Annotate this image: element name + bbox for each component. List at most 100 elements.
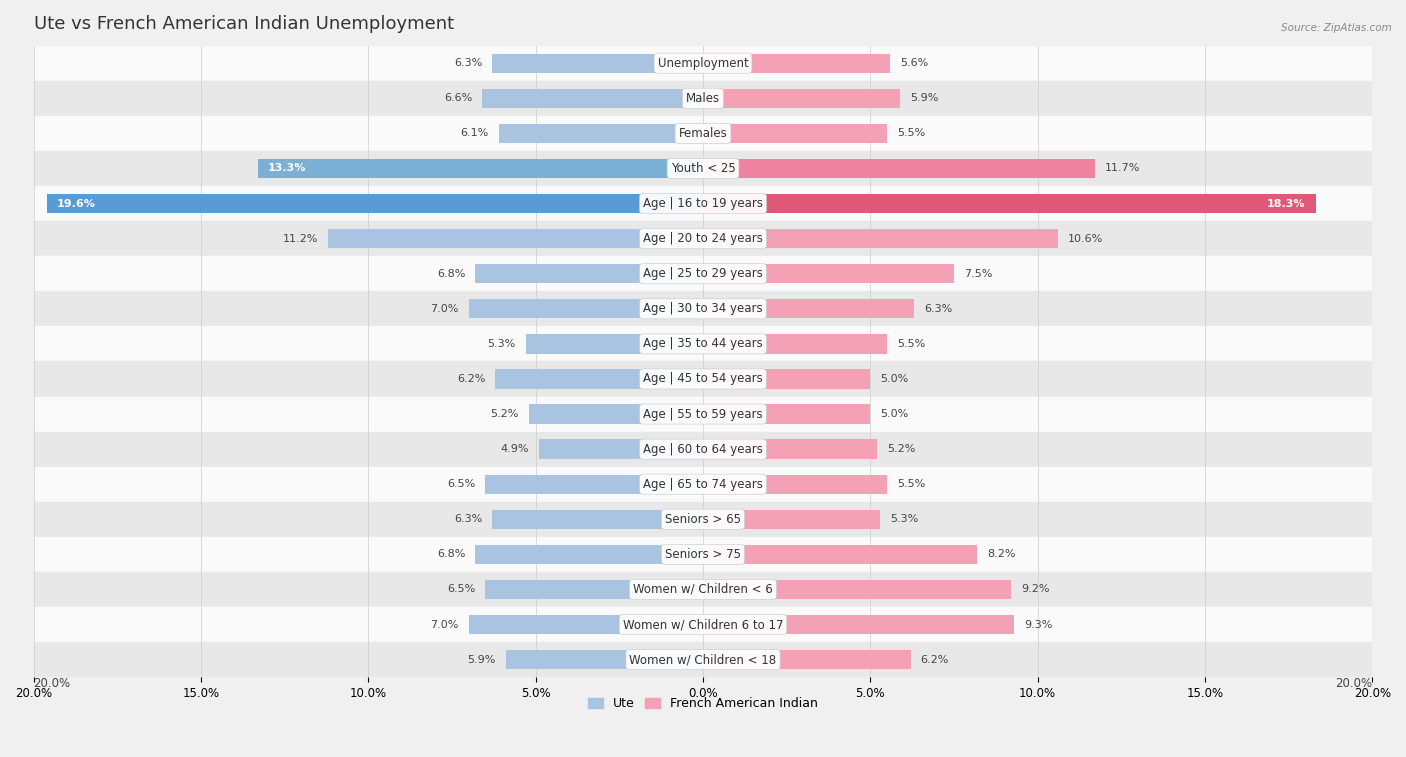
Text: Seniors > 75: Seniors > 75 (665, 548, 741, 561)
Text: 6.5%: 6.5% (447, 479, 475, 489)
Bar (703, 123, 887, 143)
Bar (529, 404, 703, 424)
Text: 6.2%: 6.2% (457, 374, 485, 384)
Bar (703, 509, 880, 529)
Text: Age | 25 to 29 years: Age | 25 to 29 years (643, 267, 763, 280)
Text: 9.2%: 9.2% (1021, 584, 1049, 594)
Bar (34, 81, 1372, 116)
Bar (485, 475, 703, 494)
Text: 6.3%: 6.3% (924, 304, 952, 314)
Bar (34, 186, 1372, 221)
Bar (468, 615, 703, 634)
Text: 7.0%: 7.0% (430, 619, 458, 630)
Bar (34, 256, 1372, 291)
Bar (538, 440, 703, 459)
Text: 13.3%: 13.3% (269, 164, 307, 173)
Text: Age | 45 to 54 years: Age | 45 to 54 years (643, 372, 763, 385)
Text: Males: Males (686, 92, 720, 104)
Bar (703, 264, 955, 283)
Text: 5.9%: 5.9% (911, 93, 939, 103)
Text: 8.2%: 8.2% (987, 550, 1017, 559)
Bar (703, 404, 870, 424)
Text: 5.0%: 5.0% (880, 374, 908, 384)
Text: Age | 60 to 64 years: Age | 60 to 64 years (643, 443, 763, 456)
Text: 18.3%: 18.3% (1267, 198, 1306, 208)
Text: Ute vs French American Indian Unemployment: Ute vs French American Indian Unemployme… (34, 15, 454, 33)
Bar (703, 159, 1095, 178)
Legend: Ute, French American Indian: Ute, French American Indian (583, 692, 823, 715)
Text: 5.9%: 5.9% (467, 655, 495, 665)
Text: Age | 35 to 44 years: Age | 35 to 44 years (643, 338, 763, 350)
Text: Females: Females (679, 127, 727, 140)
Bar (34, 466, 1372, 502)
Bar (34, 607, 1372, 642)
Bar (34, 326, 1372, 361)
Bar (703, 580, 1011, 599)
Text: Women w/ Children < 6: Women w/ Children < 6 (633, 583, 773, 596)
Bar (703, 545, 977, 564)
Bar (703, 89, 900, 108)
Bar (703, 615, 1014, 634)
Text: 5.3%: 5.3% (890, 514, 918, 525)
Bar (34, 572, 1372, 607)
Bar (482, 89, 703, 108)
Text: 6.3%: 6.3% (454, 58, 482, 68)
Text: 5.5%: 5.5% (897, 479, 925, 489)
Bar (506, 650, 703, 669)
Text: 10.6%: 10.6% (1067, 234, 1104, 244)
Text: Source: ZipAtlas.com: Source: ZipAtlas.com (1281, 23, 1392, 33)
Bar (703, 369, 870, 388)
Bar (46, 194, 703, 213)
Text: Age | 20 to 24 years: Age | 20 to 24 years (643, 232, 763, 245)
Bar (703, 299, 914, 319)
Text: 20.0%: 20.0% (34, 678, 70, 690)
Bar (703, 440, 877, 459)
Bar (468, 299, 703, 319)
Text: Age | 55 to 59 years: Age | 55 to 59 years (643, 407, 763, 421)
Text: 11.2%: 11.2% (283, 234, 318, 244)
Text: 5.3%: 5.3% (488, 339, 516, 349)
Bar (34, 45, 1372, 81)
Bar (703, 194, 1316, 213)
Bar (526, 335, 703, 354)
Bar (34, 502, 1372, 537)
Text: 6.1%: 6.1% (461, 129, 489, 139)
Bar (328, 229, 703, 248)
Text: 6.6%: 6.6% (444, 93, 472, 103)
Bar (485, 580, 703, 599)
Text: 6.2%: 6.2% (921, 655, 949, 665)
Text: 7.5%: 7.5% (965, 269, 993, 279)
Bar (257, 159, 703, 178)
Text: 7.0%: 7.0% (430, 304, 458, 314)
Text: Age | 65 to 74 years: Age | 65 to 74 years (643, 478, 763, 491)
Text: 5.5%: 5.5% (897, 339, 925, 349)
Bar (34, 431, 1372, 466)
Text: Women w/ Children 6 to 17: Women w/ Children 6 to 17 (623, 618, 783, 631)
Bar (703, 335, 887, 354)
Text: 20.0%: 20.0% (1336, 678, 1372, 690)
Text: 11.7%: 11.7% (1105, 164, 1140, 173)
Text: Age | 30 to 34 years: Age | 30 to 34 years (643, 302, 763, 316)
Text: 6.5%: 6.5% (447, 584, 475, 594)
Text: Seniors > 65: Seniors > 65 (665, 512, 741, 526)
Text: 6.8%: 6.8% (437, 550, 465, 559)
Bar (475, 545, 703, 564)
Text: 5.2%: 5.2% (887, 444, 915, 454)
Bar (34, 397, 1372, 431)
Bar (475, 264, 703, 283)
Text: Unemployment: Unemployment (658, 57, 748, 70)
Bar (34, 642, 1372, 678)
Text: Youth < 25: Youth < 25 (671, 162, 735, 175)
Text: Women w/ Children < 18: Women w/ Children < 18 (630, 653, 776, 666)
Text: 6.3%: 6.3% (454, 514, 482, 525)
Text: 5.0%: 5.0% (880, 409, 908, 419)
Bar (499, 123, 703, 143)
Bar (34, 537, 1372, 572)
Text: 9.3%: 9.3% (1025, 619, 1053, 630)
Bar (703, 54, 890, 73)
Bar (703, 650, 911, 669)
Bar (34, 151, 1372, 186)
Text: 4.9%: 4.9% (501, 444, 529, 454)
Text: 5.6%: 5.6% (900, 58, 929, 68)
Bar (34, 116, 1372, 151)
